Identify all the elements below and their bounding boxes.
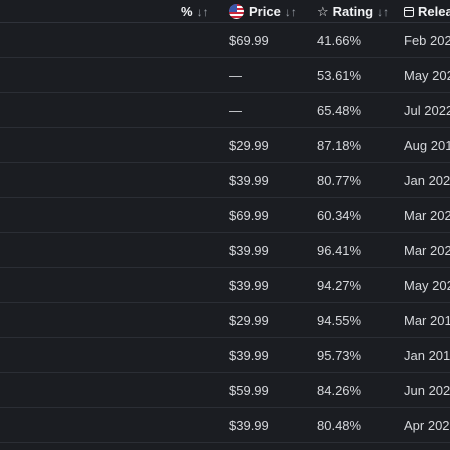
price-cell: $39.99 xyxy=(229,277,269,293)
calendar-icon xyxy=(404,6,414,17)
table-row[interactable]: $69.99 41.66% Feb 202 xyxy=(0,23,450,58)
table-row[interactable]: — 53.61% May 202 xyxy=(0,58,450,93)
sort-icon[interactable]: ↓↑ xyxy=(284,4,297,19)
release-cell: Jun 202 xyxy=(404,382,450,398)
table-header: % ↓↑ Price ↓↑ ☆ Rating ↓↑ Relea xyxy=(0,0,450,23)
rating-cell: 84.26% xyxy=(317,382,362,398)
table-row[interactable]: $39.99 96.41% Mar 202 xyxy=(0,233,450,268)
release-header-label: Relea xyxy=(418,4,450,19)
table-row[interactable]: $39.99 80.77% Jan 202 xyxy=(0,163,450,198)
price-cell: $39.99 xyxy=(229,242,269,258)
table-row[interactable]: $59.99 84.26% Jun 202 xyxy=(0,373,450,408)
column-header-percent[interactable]: % ↓↑ xyxy=(181,0,209,23)
table-row[interactable]: $39.99 94.27% May 202 xyxy=(0,268,450,303)
price-cell: $39.99 xyxy=(229,347,269,363)
price-cell: $69.99 xyxy=(229,207,269,223)
table-row[interactable]: $69.99 60.34% Mar 202 xyxy=(0,198,450,233)
release-cell: Mar 202 xyxy=(404,242,450,258)
table-row[interactable]: — 65.48% Jul 2022 xyxy=(0,93,450,128)
release-cell: May 202 xyxy=(404,67,450,83)
release-cell: Jan 2019 xyxy=(404,347,450,363)
rating-cell: 41.66% xyxy=(317,32,362,48)
price-cell: — xyxy=(229,67,242,83)
table-row[interactable]: $29.99 94.55% Mar 201 xyxy=(0,303,450,338)
table-row[interactable]: $29.99 87.18% Aug 201 xyxy=(0,128,450,163)
price-cell: $69.99 xyxy=(229,32,269,48)
sort-icon[interactable]: ↓↑ xyxy=(196,4,209,19)
column-header-price[interactable]: Price ↓↑ xyxy=(229,0,297,23)
sort-icon[interactable]: ↓↑ xyxy=(377,4,390,19)
rating-cell: 80.48% xyxy=(317,417,362,433)
column-header-rating[interactable]: ☆ Rating ↓↑ xyxy=(317,0,389,23)
release-cell: Jan 202 xyxy=(404,172,450,188)
rating-cell: 87.18% xyxy=(317,137,362,153)
rating-cell: 80.77% xyxy=(317,172,362,188)
price-cell: $59.99 xyxy=(229,382,269,398)
rating-cell: 94.27% xyxy=(317,277,362,293)
rating-cell: 53.61% xyxy=(317,67,362,83)
price-cell: $29.99 xyxy=(229,137,269,153)
price-cell: — xyxy=(229,102,242,118)
release-cell: Mar 201 xyxy=(404,312,450,328)
release-cell: May 202 xyxy=(404,277,450,293)
table-row[interactable]: $39.99 80.48% Apr 202 xyxy=(0,408,450,443)
us-flag-icon xyxy=(229,4,244,19)
release-cell: Jul 2022 xyxy=(404,102,450,118)
rating-header-label: Rating xyxy=(332,4,374,19)
price-header-label: Price xyxy=(249,4,281,19)
release-cell: Feb 202 xyxy=(404,32,450,48)
rating-cell: 60.34% xyxy=(317,207,362,223)
star-icon: ☆ xyxy=(317,3,329,19)
price-cell: $39.99 xyxy=(229,172,269,188)
release-cell: Aug 201 xyxy=(404,137,450,153)
table-row[interactable]: $39.99 95.73% Jan 2019 xyxy=(0,338,450,373)
rating-cell: 95.73% xyxy=(317,347,362,363)
rating-cell: 96.41% xyxy=(317,242,362,258)
rating-cell: 65.48% xyxy=(317,102,362,118)
release-cell: Mar 202 xyxy=(404,207,450,223)
release-cell: Apr 202 xyxy=(404,417,450,433)
rating-cell: 94.55% xyxy=(317,312,362,328)
price-cell: $29.99 xyxy=(229,312,269,328)
column-header-release[interactable]: Relea xyxy=(404,0,450,23)
percent-header-label: % xyxy=(181,4,193,19)
price-cell: $39.99 xyxy=(229,417,269,433)
